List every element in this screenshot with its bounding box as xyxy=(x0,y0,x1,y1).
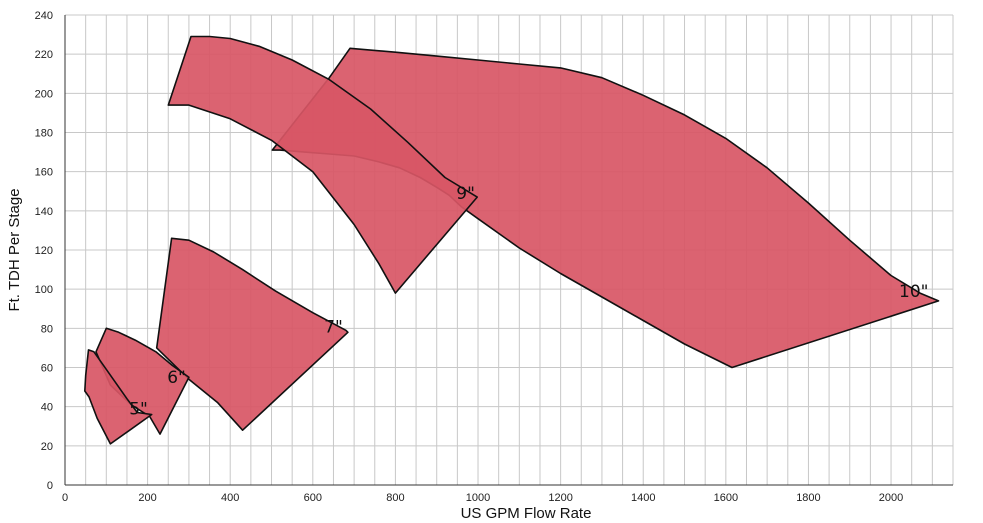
x-axis-label: US GPM Flow Rate xyxy=(461,505,592,522)
y-tick-label: 120 xyxy=(35,245,53,257)
x-tick-label: 2000 xyxy=(879,492,903,504)
region-label: 10" xyxy=(899,282,928,302)
x-tick-label: 400 xyxy=(221,492,239,504)
region-labels: 5" 6" 7" 9" 10" xyxy=(129,184,928,419)
performance-regions xyxy=(84,35,940,445)
region-label: 7" xyxy=(324,317,343,337)
y-tick-label: 160 xyxy=(35,167,53,179)
x-tick-label: 1200 xyxy=(548,492,572,504)
x-tick-label: 1000 xyxy=(466,492,490,504)
x-tick-label: 1800 xyxy=(796,492,820,504)
x-tick-label: 1600 xyxy=(714,492,738,504)
y-tick-label: 0 xyxy=(47,480,53,492)
y-tick-label: 220 xyxy=(35,49,53,61)
y-tick-label: 60 xyxy=(41,363,53,375)
y-tick-label: 140 xyxy=(35,206,53,218)
x-tick-label: 600 xyxy=(304,492,322,504)
region-5in xyxy=(84,349,153,445)
x-tick-label: 200 xyxy=(138,492,156,504)
y-tick-label: 80 xyxy=(41,323,53,335)
y-tick-label: 20 xyxy=(41,441,53,453)
y-tick-label: 200 xyxy=(35,88,53,100)
x-tick-label: 800 xyxy=(386,492,404,504)
region-label: 9" xyxy=(456,184,475,204)
axes: 0 200 400 600 800 1000 1200 1400 1600 1800 2000 0 20… xyxy=(35,10,953,504)
region-9in xyxy=(167,35,478,294)
y-tick-label: 40 xyxy=(41,402,53,414)
y-tick-label: 180 xyxy=(35,128,53,140)
region-label: 5" xyxy=(129,400,148,420)
x-tick-label: 1400 xyxy=(631,492,655,504)
y-tick-label: 240 xyxy=(35,10,53,22)
x-tick-label: 0 xyxy=(62,492,68,504)
region-7in xyxy=(155,237,349,431)
y-axis-label: Ft. TDH Per Stage xyxy=(6,188,23,311)
y-tick-label: 100 xyxy=(35,284,53,296)
region-label: 6" xyxy=(167,368,186,388)
